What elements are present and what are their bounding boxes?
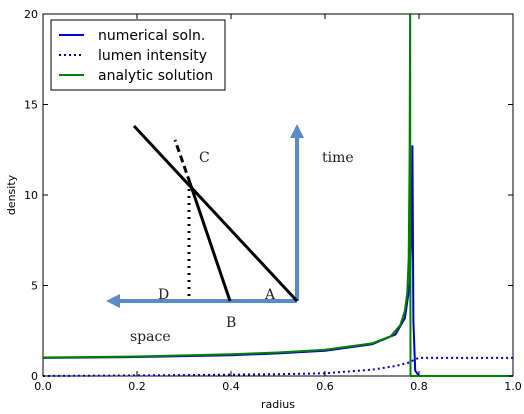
y-axis-label: density — [5, 174, 18, 215]
space-arrow-head — [106, 294, 120, 308]
time-arrow-head — [290, 124, 304, 138]
y-tick-label: 15 — [24, 99, 38, 112]
x-tick-label: 0.6 — [316, 380, 334, 393]
x-axis-label: radius — [261, 398, 295, 411]
inset-label-b: B — [226, 315, 236, 331]
y-tick-label: 0 — [31, 370, 38, 383]
inset-label-d: D — [158, 287, 169, 303]
y-tick-label: 20 — [24, 8, 38, 21]
legend: numerical soln. lumen intensity analytic s… — [50, 19, 226, 91]
inset-label-a: A — [264, 287, 276, 303]
inset-label-c: C — [199, 150, 210, 166]
legend-label-3: analytic solution — [98, 68, 213, 84]
y-tick-label: 10 — [24, 189, 38, 202]
x-tick-label: 0.4 — [222, 380, 240, 393]
legend-label-1: numerical soln. — [98, 28, 205, 44]
inset-line-c — [173, 139, 192, 184]
y-tick-label: 5 — [31, 280, 38, 293]
x-tick-label: 0.8 — [410, 380, 428, 393]
legend-label-2: lumen intensity — [98, 48, 207, 64]
inset-label-time: time — [322, 150, 354, 166]
series-line-2 — [42, 356, 513, 377]
inset-line-b — [188, 182, 232, 302]
series-layer — [42, 13, 513, 377]
inset-space-time-diagram: time space A B C D — [106, 124, 354, 345]
x-tick-label: 0.0 — [34, 380, 52, 393]
axes-layer: 0.0 0.2 0.4 0.6 0.8 1.0 0 5 10 15 20 — [24, 8, 522, 393]
x-tick-label: 1.0 — [504, 380, 522, 393]
inset-line-a — [132, 124, 299, 303]
series-line-3 — [42, 13, 513, 377]
inset-label-space: space — [130, 329, 171, 345]
x-tick-label: 0.2 — [128, 380, 146, 393]
